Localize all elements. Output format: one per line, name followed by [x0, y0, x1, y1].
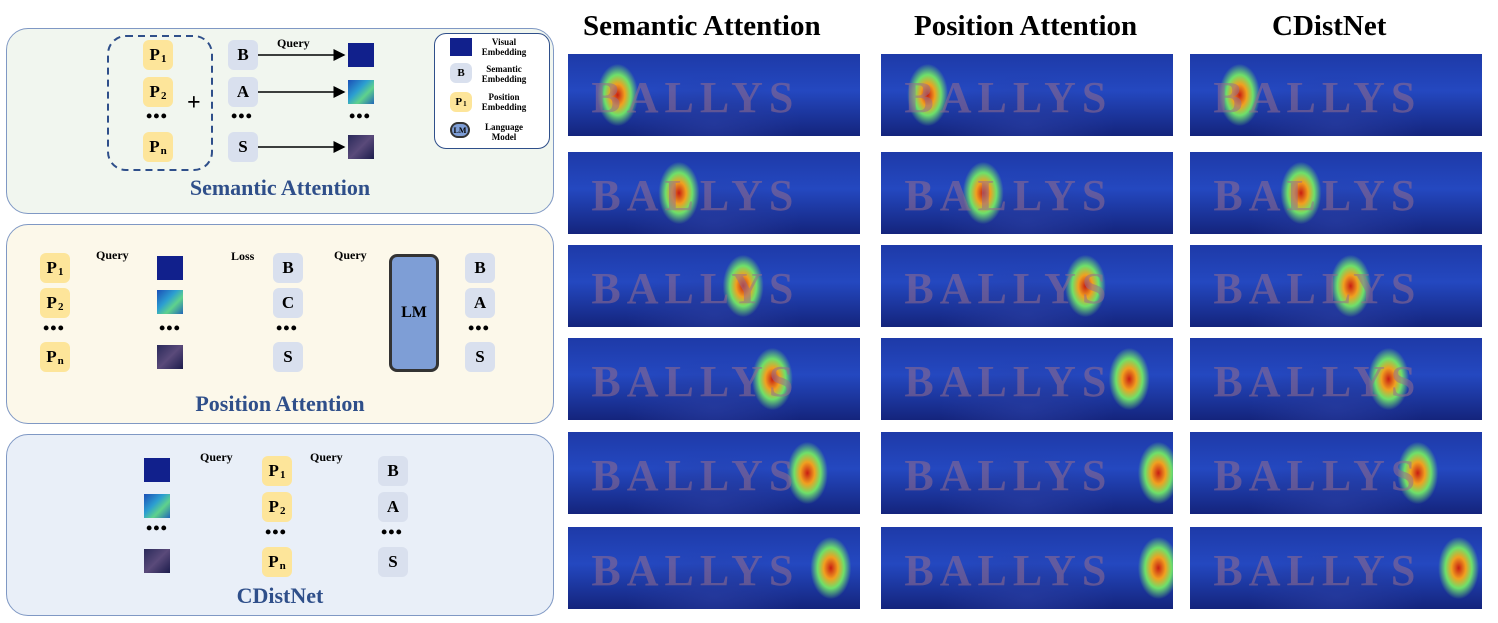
position-attention-title: Position Attention — [195, 391, 365, 416]
heatmap-word: BALLYS — [1213, 357, 1422, 406]
heatmap-word: BALLYS — [904, 451, 1113, 500]
legend-lm-swatch: LM — [450, 122, 470, 138]
legend-position-label: Position Embedding — [481, 92, 527, 112]
attention-heatmap: BALLYS — [568, 432, 860, 514]
column-title-cdistnet: CDistNet — [1272, 10, 1387, 42]
visual-embedding — [144, 458, 170, 482]
visual-embedding-dark — [144, 549, 170, 573]
attention-heatmap: BALLYS — [568, 152, 860, 234]
visual-embedding-heat — [348, 80, 374, 104]
query-label: Query — [96, 248, 129, 262]
heatmap-word: BALLYS — [1213, 451, 1422, 500]
ellipsis: ••• — [146, 106, 168, 126]
visual-embedding-dark — [348, 135, 374, 159]
column-title-position: Position Attention — [914, 10, 1138, 42]
ellipsis: ••• — [159, 318, 181, 338]
ellipsis: ••• — [43, 318, 65, 338]
attention-heatmap: BALLYS — [568, 527, 860, 609]
heatmap-word: BALLYS — [1213, 171, 1422, 220]
semantic-attention-title: Semantic Attention — [189, 175, 371, 200]
ellipsis: ••• — [468, 318, 490, 338]
ellipsis: ••• — [349, 106, 371, 126]
heatmap-word: BALLYS — [591, 264, 800, 313]
attention-heatmap: BALLYS — [1190, 338, 1482, 420]
ellipsis: ••• — [146, 518, 168, 538]
semantic-token-a: A — [228, 77, 258, 107]
heatmap-word: BALLYS — [904, 73, 1113, 122]
query-label: Query — [200, 450, 233, 464]
ellipsis: ••• — [265, 522, 287, 542]
output-token-a: A — [465, 288, 495, 318]
ellipsis: ••• — [381, 522, 403, 542]
legend-visual-swatch — [450, 38, 472, 56]
attention-heatmap: BALLYS — [1190, 54, 1482, 136]
heatmap-word: BALLYS — [1213, 73, 1422, 122]
intermediate-token-s: S — [273, 342, 303, 372]
loss-label: Loss — [231, 249, 255, 263]
visual-embedding-heat — [144, 494, 170, 518]
column-title-semantic: Semantic Attention — [583, 10, 821, 42]
legend-lm-label: Language Model — [484, 122, 523, 142]
heatmap-word: BALLYS — [1213, 264, 1422, 313]
heatmap-word: BALLYS — [591, 451, 800, 500]
position-group-dashed — [107, 35, 213, 171]
cdistnet-token-a: A — [378, 492, 408, 522]
visual-embedding — [348, 43, 374, 67]
heatmap-word: BALLYS — [904, 357, 1113, 406]
attention-heatmap: BALLYS — [1190, 432, 1482, 514]
heatmap-word: BALLYS — [591, 171, 800, 220]
output-token-s: S — [465, 342, 495, 372]
legend-semantic-swatch: B — [450, 63, 472, 83]
legend-visual-label: Visual Embedding — [481, 37, 527, 57]
intermediate-token-c: C — [273, 288, 303, 318]
cdistnet-token-s: S — [378, 547, 408, 577]
heatmap-word: BALLYS — [904, 264, 1113, 313]
attention-heatmap: BALLYS — [881, 432, 1173, 514]
attention-heatmap: BALLYS — [881, 54, 1173, 136]
legend-semantic-label: Semantic Embedding — [481, 64, 527, 84]
semantic-token-b: B — [228, 40, 258, 70]
attention-heatmap: BALLYS — [1190, 245, 1482, 327]
intermediate-token-b: B — [273, 253, 303, 283]
attention-heatmap: BALLYS — [881, 245, 1173, 327]
attention-heatmap: BALLYS — [1190, 527, 1482, 609]
ellipsis: ••• — [231, 106, 253, 126]
heatmap-word: BALLYS — [904, 171, 1113, 220]
heatmap-word: BALLYS — [591, 357, 800, 406]
heatmap-word: BALLYS — [1213, 546, 1422, 595]
attention-heatmap: BALLYS — [568, 54, 860, 136]
attention-heatmap: BALLYS — [881, 338, 1173, 420]
visual-embedding — [157, 256, 183, 280]
attention-heatmap: BALLYS — [881, 527, 1173, 609]
cdistnet-token-b: B — [378, 456, 408, 486]
ellipsis: ••• — [276, 318, 298, 338]
query-label: Query — [310, 450, 343, 464]
heatmap-word: BALLYS — [904, 546, 1113, 595]
output-token-b: B — [465, 253, 495, 283]
semantic-token-s: S — [228, 132, 258, 162]
attention-heatmap: BALLYS — [568, 245, 860, 327]
attention-heatmap: BALLYS — [568, 338, 860, 420]
query-label: Query — [334, 248, 367, 262]
visual-embedding-dark — [157, 345, 183, 369]
heatmap-word: BALLYS — [591, 73, 800, 122]
heatmap-word: BALLYS — [591, 546, 800, 595]
attention-heatmap: BALLYS — [881, 152, 1173, 234]
attention-heatmap: BALLYS — [1190, 152, 1482, 234]
cdistnet-title: CDistNet — [236, 583, 324, 608]
plus-sign: + — [187, 90, 201, 116]
language-model-block: LM — [389, 254, 439, 372]
query-label: Query — [277, 36, 310, 50]
visual-embedding-heat — [157, 290, 183, 314]
